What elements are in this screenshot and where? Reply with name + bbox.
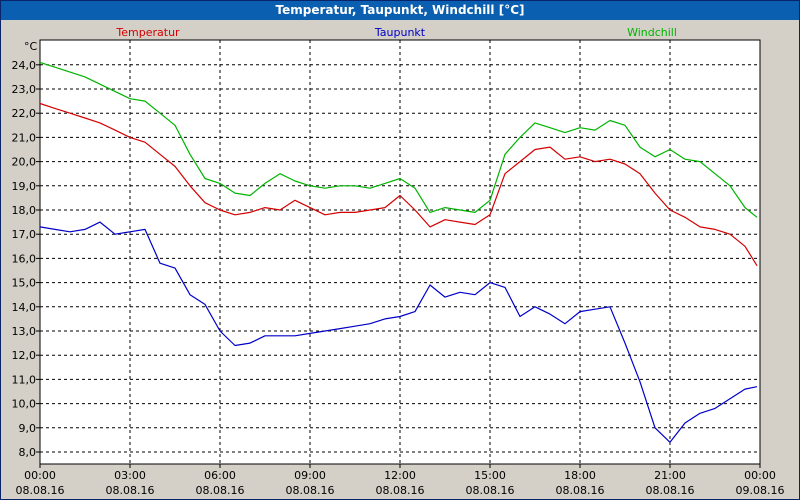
y-tick-label: 23,0 (12, 83, 37, 96)
x-tick-date: 08.08.16 (106, 484, 155, 497)
series-line-temperatur (39, 102, 758, 267)
x-tick-date: 08.08.16 (286, 484, 335, 497)
y-tick-label: 15,0 (12, 277, 37, 290)
x-tick-date: 08.08.16 (646, 484, 695, 497)
legend-taupunkt: Taupunkt (374, 26, 426, 39)
x-tick-time: 03:00 (114, 469, 146, 482)
y-tick-label: 11,0 (12, 373, 37, 386)
series-lines (39, 61, 758, 443)
x-tick-date: 08.08.16 (466, 484, 515, 497)
x-tick-time: 18:00 (564, 469, 596, 482)
y-tick-label: 24,0 (12, 59, 37, 72)
grid (40, 40, 760, 464)
y-tick-label: 10,0 (12, 398, 37, 411)
y-tick-label: 13,0 (12, 325, 37, 338)
y-tick-label: 14,0 (12, 301, 37, 314)
x-tick-date: 09.08.16 (736, 484, 785, 497)
x-tick-date: 08.08.16 (196, 484, 245, 497)
y-axis-unit: °C (24, 40, 38, 53)
y-tick-label: 20,0 (12, 156, 37, 169)
x-tick-time: 15:00 (474, 469, 506, 482)
y-tick-label: 21,0 (12, 131, 37, 144)
x-axis: 00:00 08.08.16 03:00 08.08.16 06:00 08.08.16 0… (16, 464, 785, 497)
x-tick-date: 08.08.16 (556, 484, 605, 497)
x-tick-time: 00:00 (24, 469, 56, 482)
y-tick-label: 19,0 (12, 180, 37, 193)
legend-windchill: Windchill (627, 26, 677, 39)
x-tick-time: 21:00 (654, 469, 686, 482)
y-tick-label: 8,0 (19, 446, 37, 459)
x-tick-date: 08.08.16 (376, 484, 425, 497)
series-line-windchill (39, 61, 758, 218)
x-tick-date: 08.08.16 (16, 484, 65, 497)
x-tick-time: 12:00 (384, 469, 416, 482)
legend-temperatur: Temperatur (115, 26, 180, 39)
y-tick-label: 18,0 (12, 204, 37, 217)
window-title: Temperatur, Taupunkt, Windchill [°C] (1, 1, 799, 20)
x-tick-time: 00:00 (744, 469, 776, 482)
x-tick-time: 09:00 (294, 469, 326, 482)
y-tick-label: 12,0 (12, 349, 37, 362)
series-line-taupunkt (39, 221, 758, 443)
y-axis: 8,0 9,0 10,0 11,0 12,0 13,0 14,0 15,0 16,0 17,0 18… (12, 59, 40, 459)
y-tick-label: 9,0 (19, 422, 37, 435)
y-tick-label: 16,0 (12, 252, 37, 265)
y-tick-label: 17,0 (12, 228, 37, 241)
y-tick-label: 22,0 (12, 107, 37, 120)
x-tick-time: 06:00 (204, 469, 236, 482)
